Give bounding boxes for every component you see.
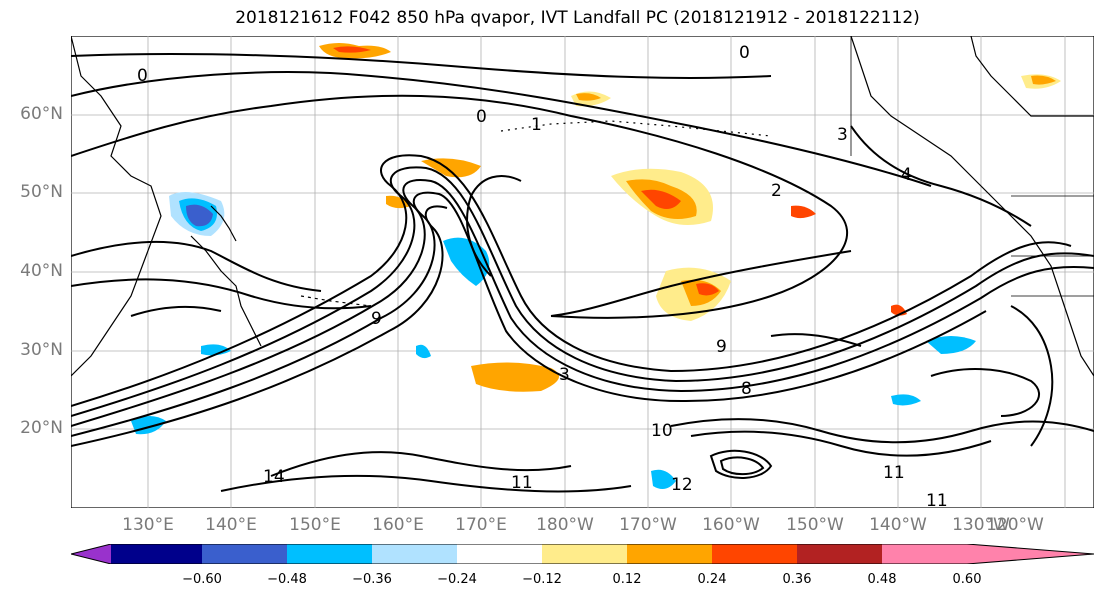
colorbar-svg — [70, 543, 1095, 565]
ivt-contours — [71, 53, 1094, 493]
colorbar-tick: 0.48 — [867, 572, 897, 587]
colorbar-bin — [542, 544, 627, 564]
contour-label: 0 — [476, 107, 487, 127]
lon-label-160e: 160°E — [372, 515, 424, 535]
colorbar-tick: −0.36 — [352, 572, 392, 587]
qvapor-anomaly-shading — [131, 43, 1061, 490]
colorbar-bin — [457, 544, 542, 564]
colorbar-bin — [372, 544, 457, 564]
contour-label: 0 — [137, 66, 148, 86]
colorbar-bin — [712, 544, 797, 564]
colorbar-extend-low — [71, 544, 111, 564]
lat-label-40n: 40°N — [20, 261, 63, 281]
colorbar-bin — [202, 544, 287, 564]
contour-labels: 0 0 0 1 2 3 4 9 9 10 11 11 12 14 11 8 3 — [137, 43, 948, 508]
contour-label: 11 — [883, 463, 905, 483]
colorbar-tick: −0.60 — [182, 572, 222, 587]
lon-label-130w: 130°W — [952, 515, 1010, 535]
lon-label-130e: 130°E — [122, 515, 174, 535]
contour-label: 2 — [771, 181, 782, 201]
contour-label: 3 — [837, 125, 848, 145]
colorbar-extend-high — [882, 544, 1094, 564]
contour-label: 1 — [531, 115, 542, 135]
contour-label: 12 — [671, 475, 693, 495]
colorbar-tick: −0.12 — [522, 572, 562, 587]
lon-label-140w: 140°W — [869, 515, 927, 535]
lon-label-180w: 180°W — [536, 515, 594, 535]
colorbar-tick: −0.48 — [267, 572, 307, 587]
colorbar-tick: 0.12 — [612, 572, 642, 587]
lon-label-140e: 140°E — [205, 515, 257, 535]
lon-label-170e: 170°E — [455, 515, 507, 535]
lat-label-30n: 30°N — [20, 340, 63, 360]
lat-label-50n: 50°N — [20, 182, 63, 202]
lon-label-170w: 170°W — [619, 515, 677, 535]
lon-label-160w: 160°W — [702, 515, 760, 535]
colorbar-tick: −0.24 — [437, 572, 477, 587]
map-canvas: 0 0 0 1 2 3 4 9 9 10 11 11 12 14 11 8 3 — [71, 36, 1094, 508]
lon-label-120w: 120°W — [986, 515, 1044, 535]
lat-label-60n: 60°N — [20, 104, 63, 124]
contour-label: 14 — [263, 467, 285, 487]
contour-label: 4 — [901, 165, 912, 185]
lon-label-150w: 150°W — [786, 515, 844, 535]
contour-label: 0 — [739, 43, 750, 63]
contour-label: 9 — [716, 337, 727, 357]
contour-label: 11 — [926, 491, 948, 508]
colorbar — [70, 543, 1095, 565]
colorbar-bin — [287, 544, 372, 564]
colorbar-tick: 0.24 — [697, 572, 727, 587]
contour-label: 11 — [511, 473, 533, 493]
colorbar-tick: 0.36 — [782, 572, 812, 587]
contour-label: 8 — [741, 379, 752, 399]
colorbar-tick: 0.60 — [952, 572, 982, 587]
lat-label-20n: 20°N — [20, 418, 63, 438]
contour-label: 3 — [559, 365, 570, 385]
colorbar-bin — [111, 544, 202, 564]
map-title: 2018121612 F042 850 hPa qvapor, IVT Land… — [235, 8, 920, 28]
colorbar-bin — [797, 544, 882, 564]
coastlines — [71, 36, 1094, 377]
contour-label: 10 — [651, 421, 673, 441]
colorbar-bin — [627, 544, 712, 564]
contour-label: 9 — [371, 309, 382, 329]
lon-label-150e: 150°E — [289, 515, 341, 535]
map-panel: 0 0 0 1 2 3 4 9 9 10 11 11 12 14 11 8 3 — [71, 36, 1094, 508]
